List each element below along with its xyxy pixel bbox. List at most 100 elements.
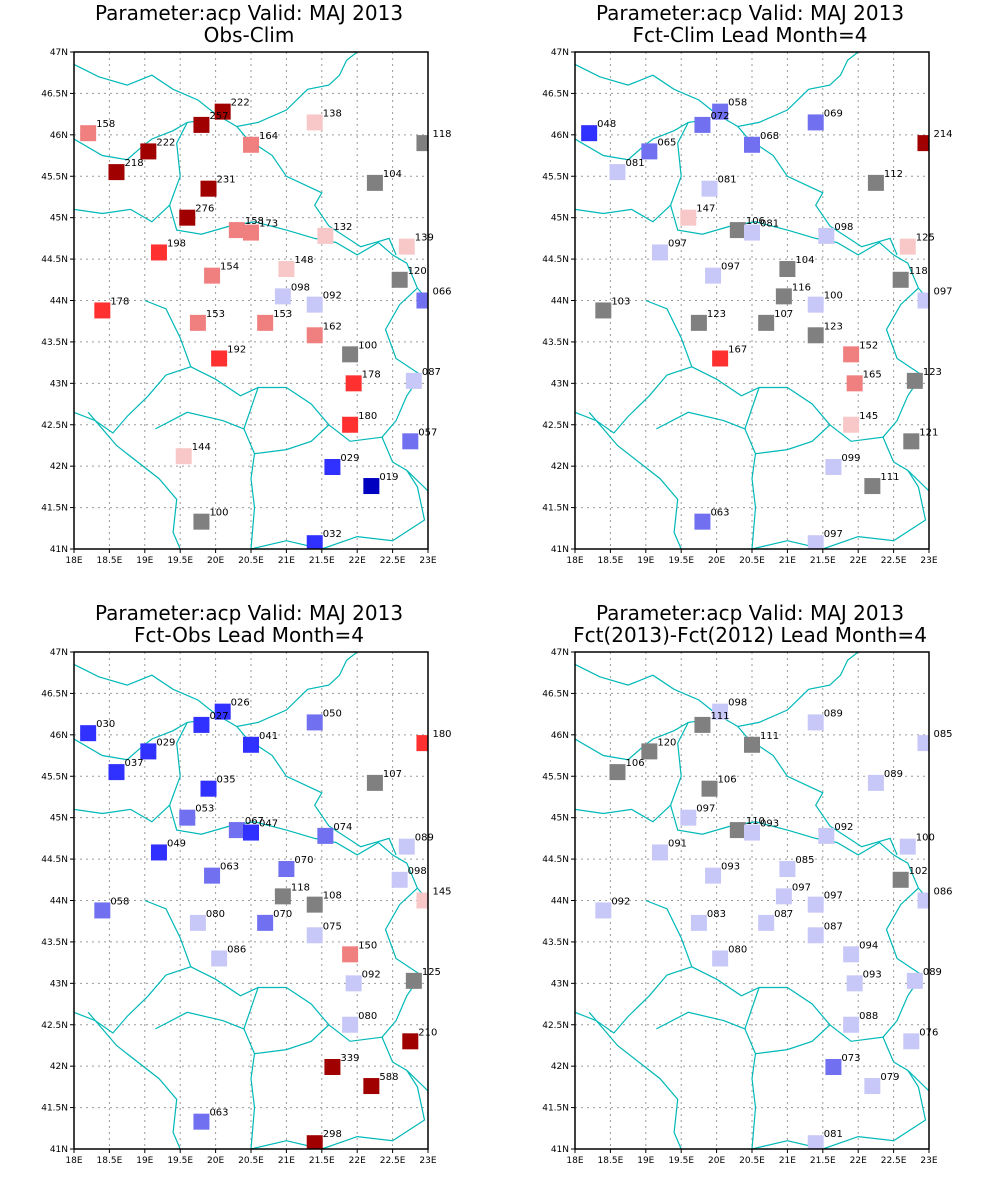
station-marker [843,346,860,363]
country-border-line [74,804,428,901]
station-marker [243,736,259,753]
country-border-line [155,411,245,430]
station-marker [228,222,245,239]
station-value-label: 081 [718,175,737,186]
lon-tick-label: 20E [207,1156,224,1166]
lat-tick-label: 46N [551,131,569,141]
lon-tick-label: 22.5E [881,1156,907,1166]
station-marker [758,914,775,931]
country-border-line [87,1011,181,1149]
lon-tick-label: 18.5E [598,1156,624,1166]
lat-tick-label: 44.5N [542,855,569,865]
station-marker [189,314,206,331]
station-marker [818,227,835,244]
station-value-label: 165 [863,369,882,380]
country-border-line [169,122,188,206]
station-marker [807,114,824,131]
station-value-label: 147 [696,204,715,215]
station-value-label: 110 [746,816,765,827]
station-marker [342,1016,359,1033]
station-marker [744,136,760,153]
country-border-line [575,204,929,301]
station-marker [917,292,929,309]
station-marker [641,143,658,160]
country-border-line [250,453,256,549]
station-marker [609,164,626,181]
station-value-label: 098 [728,698,747,709]
station-value-label: 047 [259,819,278,830]
station-value-label: 085 [795,855,814,866]
country-border-line [751,1053,757,1149]
country-border-line [737,726,898,856]
station-marker [306,535,323,549]
station-marker [775,888,792,905]
station-value-label: 145 [432,887,451,898]
station-value-label: 063 [710,508,729,519]
station-value-label: 104 [383,169,402,180]
station-value-label: 092 [611,896,630,907]
station-marker [398,238,415,255]
lat-tick-label: 46N [551,731,569,741]
station-marker [243,224,259,241]
station-marker [214,103,231,120]
station-value-label: 120 [408,266,427,277]
station-marker [917,135,929,152]
station-value-label: 107 [383,769,402,780]
station-marker [80,725,97,742]
lon-tick-label: 22E [349,556,366,566]
station-value-label: 123 [707,309,726,320]
station-value-label: 097 [668,238,687,249]
station-value-label: 068 [760,131,779,142]
station-marker [807,535,824,549]
country-border-line [74,204,428,301]
lat-tick-label: 44N [50,897,68,907]
station-value-label: 178 [110,296,129,307]
lon-tick-label: 22.5E [380,556,406,566]
station-value-label: 118 [432,129,451,140]
station-value-label: 276 [195,204,214,215]
lon-tick-label: 21.5E [309,1156,335,1166]
country-border-line [74,299,192,434]
lon-tick-label: 19E [136,1156,153,1166]
station-marker [317,827,334,844]
station-marker [729,822,746,839]
station-value-label: 108 [323,891,342,902]
station-marker [306,927,323,944]
station-value-label: 097 [933,287,952,298]
station-value-label: 094 [859,940,878,951]
lat-tick-label: 47N [50,48,68,58]
station-value-label: 080 [728,944,747,955]
station-value-label: 116 [792,282,811,293]
panel-title: Parameter:acp Valid: MAJ 2013 [596,601,904,625]
station-marker [701,180,718,197]
station-value-label: 148 [294,255,313,266]
station-marker [150,244,167,261]
station-value-label: 180 [432,729,451,740]
station-value-label: 088 [859,1011,878,1022]
station-value-label: 214 [933,129,952,140]
station-value-label: 027 [209,711,228,722]
station-value-label: 192 [227,344,246,355]
station-value-label: 145 [859,411,878,422]
lat-tick-label: 45.5N [542,172,569,182]
lat-tick-label: 46.5N [542,89,569,99]
station-marker [917,735,929,752]
lat-tick-label: 42N [551,462,569,472]
station-marker [193,116,210,133]
country-border-line [656,411,746,430]
station-value-label: 100 [209,508,228,519]
station-marker [846,375,863,392]
lon-tick-label: 22E [850,1156,867,1166]
station-marker [744,824,760,841]
station-value-label: 092 [834,822,853,833]
lon-tick-label: 20E [708,1156,725,1166]
station-marker [843,416,860,433]
station-marker [595,302,612,319]
lon-tick-label: 19.5E [167,1156,193,1166]
station-value-label: 139 [415,233,434,244]
lat-tick-label: 46N [50,131,68,141]
lat-tick-label: 42.5N [41,1021,68,1031]
lon-tick-label: 23E [419,1156,436,1166]
station-value-label: 035 [217,775,236,786]
lon-tick-label: 23E [419,556,436,566]
